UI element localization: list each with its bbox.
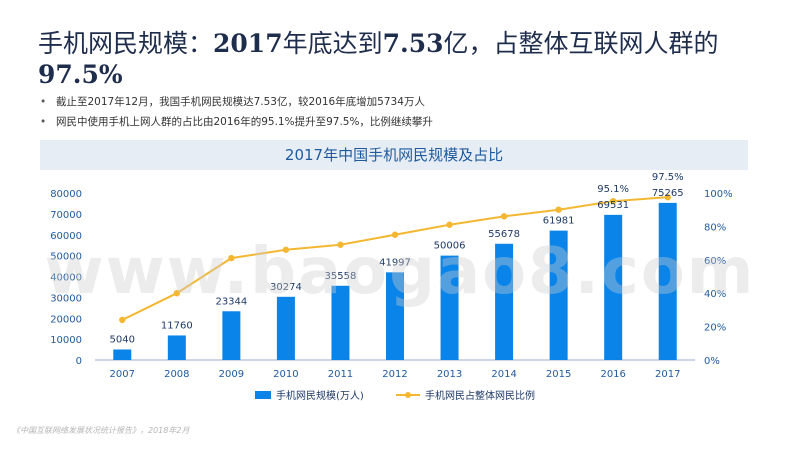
- x-axis-tick-label: 2017: [655, 369, 680, 380]
- bar-value-label: 41997: [379, 257, 411, 268]
- bar-value-label: 30274: [270, 282, 302, 293]
- x-axis-tick-label: 2007: [110, 369, 135, 380]
- title-prefix: 手机网民规模：: [38, 29, 214, 58]
- x-axis-tick-label: 2012: [382, 369, 407, 380]
- right-axis-tick-label: 40%: [704, 289, 726, 300]
- line-point: [500, 213, 508, 220]
- bar-value-label: 35558: [325, 271, 357, 282]
- left-axis-tick-label: 50000: [50, 252, 82, 263]
- bar: [113, 349, 132, 360]
- line-point: [173, 290, 181, 297]
- bar-value-label: 11760: [161, 320, 193, 331]
- bullet-item: 截止至2017年12月，我国手机网民规模达7.53亿，较2016年底增加5734…: [40, 92, 780, 112]
- bar-value-label: 75265: [652, 188, 684, 199]
- legend-line-label: 手机网民占整体网民比例: [425, 389, 535, 402]
- line-point: [282, 246, 290, 253]
- bar-value-label: 50006: [434, 241, 466, 252]
- left-axis-tick-label: 70000: [50, 210, 82, 221]
- bar: [222, 311, 241, 360]
- legend-bar-swatch: [255, 391, 271, 399]
- x-axis-tick-label: 2014: [491, 369, 516, 380]
- title-mid: 年底达到: [282, 29, 383, 58]
- title-percent: 97.5%: [38, 60, 123, 89]
- left-axis-tick-label: 40000: [50, 273, 82, 284]
- line-point: [609, 197, 617, 205]
- line-value-label: 95.1%: [597, 184, 629, 195]
- title-value: 7.53: [382, 29, 444, 58]
- bar-value-label: 69531: [597, 200, 629, 211]
- bar: [440, 255, 459, 360]
- x-axis-tick-label: 2008: [164, 369, 189, 380]
- bar: [495, 243, 514, 360]
- x-axis-tick-label: 2009: [219, 369, 244, 380]
- x-axis-tick-label: 2015: [546, 369, 571, 380]
- bar: [167, 335, 186, 360]
- x-axis-tick-label: 2016: [600, 369, 625, 380]
- right-axis-tick-label: 60%: [704, 256, 726, 267]
- page-title: 手机网民规模：2017年底达到7.53亿，占整体互联网人群的 97.5%: [38, 28, 778, 90]
- bar: [331, 285, 350, 360]
- legend-line-marker: [405, 392, 411, 398]
- right-axis-tick-label: 80%: [704, 222, 726, 233]
- left-axis-tick-label: 20000: [50, 314, 82, 325]
- bar: [386, 272, 404, 360]
- left-axis-tick-label: 10000: [50, 335, 82, 346]
- title-suffix: 亿，占整体互联网人群的: [443, 29, 719, 58]
- left-axis-tick-label: 30000: [50, 293, 82, 304]
- bar-value-label: 23344: [215, 296, 247, 307]
- line-point: [228, 254, 235, 262]
- right-axis-tick-label: 20%: [704, 323, 726, 334]
- bullet-list: 截止至2017年12月，我国手机网民规模达7.53亿，较2016年底增加5734…: [40, 92, 780, 132]
- line-point: [119, 316, 126, 324]
- left-axis-tick-label: 60000: [50, 231, 82, 242]
- left-axis-tick-label: 0: [76, 356, 82, 367]
- source-note: 《中国互联网络发展状况统计报告》，2018年2月: [12, 426, 190, 435]
- chart-title-band: 2017年中国手机网民规模及占比: [40, 140, 748, 170]
- x-axis-tick-label: 2011: [328, 369, 353, 380]
- watermark: www.baogao8.com: [44, 235, 756, 309]
- bar-value-label: 5040: [110, 334, 135, 345]
- legend-bar-label: 手机网民规模(万人): [276, 389, 364, 402]
- x-axis-tick-label: 2010: [273, 369, 298, 380]
- right-axis-tick-label: 0%: [704, 356, 720, 367]
- line-point: [446, 221, 453, 228]
- bar-value-label: 55678: [488, 229, 520, 240]
- bar: [549, 230, 568, 360]
- line-point: [391, 231, 399, 238]
- right-axis-tick-label: 100%: [704, 189, 733, 200]
- line-point: [555, 206, 562, 213]
- x-axis-tick-label: 2013: [437, 369, 462, 380]
- chart-title: 2017年中国手机网民规模及占比: [284, 146, 504, 164]
- line-point: [337, 241, 344, 248]
- bar: [276, 296, 295, 360]
- line-point: [664, 193, 671, 201]
- bar: [658, 202, 677, 360]
- bullet-item: 网民中使用手机上网人群的占比由2016年的95.1%提升至97.5%，比例继续攀…: [40, 112, 780, 132]
- bar: [604, 214, 623, 360]
- left-axis-tick-label: 80000: [50, 189, 82, 200]
- bar-value-label: 61981: [543, 216, 575, 227]
- title-year: 2017: [213, 29, 283, 58]
- line-value-label: 97.5%: [652, 172, 684, 183]
